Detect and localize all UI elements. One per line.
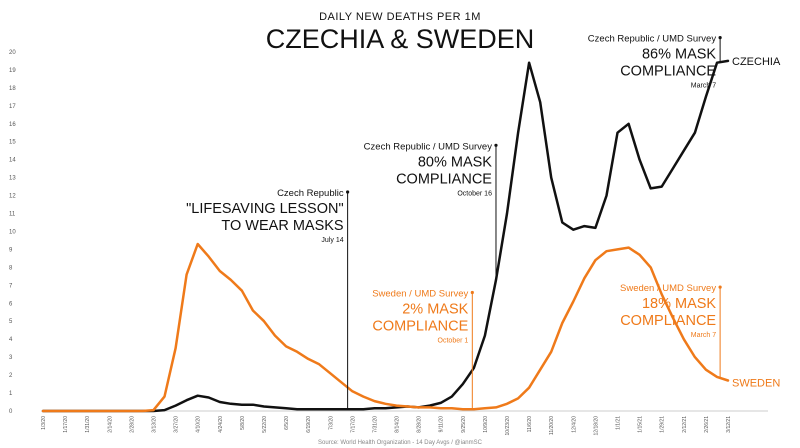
chart-subtitle: DAILY NEW DEATHS PER 1M	[319, 11, 481, 23]
annotation-line2-1: COMPLIANCE	[396, 171, 492, 187]
annotation-line2-2: COMPLIANCE	[372, 319, 468, 335]
y-tick-label: 18	[9, 86, 16, 92]
x-tick-label: 4/10/20	[196, 416, 202, 433]
y-tick-label: 17	[9, 104, 16, 110]
y-tick-label: 3	[9, 355, 13, 361]
x-tick-label: 5/22/20	[262, 416, 268, 433]
annotation-dot-3	[718, 35, 722, 40]
x-tick-label: 9/25/20	[461, 416, 467, 433]
end-label-sweden: SWEDEN	[732, 377, 780, 389]
y-tick-label: 11	[9, 212, 16, 218]
annotation-date-3: March 7	[691, 83, 716, 90]
x-tick-label: 11/6/20	[527, 416, 533, 433]
chart-title: CZECHIA & SWEDEN	[266, 24, 535, 54]
x-tick-label: 5/8/20	[240, 416, 246, 430]
annotation-line2-3: COMPLIANCE	[620, 64, 716, 80]
y-tick-label: 6	[9, 301, 13, 307]
annotation-heading-2: Sweden / UMD Survey	[372, 289, 468, 300]
annotation-date-0: July 14	[321, 237, 343, 244]
x-tick-label: 7/3/20	[328, 416, 334, 430]
y-tick-label: 10	[9, 229, 16, 235]
y-tick-label: 5	[9, 319, 13, 325]
x-tick-label: 1/29/21	[660, 416, 666, 433]
x-tick-label: 9/11/20	[439, 416, 445, 433]
y-tick-label: 9	[9, 247, 13, 253]
annotation-dot-4	[718, 285, 722, 289]
annotation-heading-3: Czech Republic / UMD Survey	[588, 34, 717, 45]
end-label-czechia: CZECHIA	[732, 56, 781, 68]
x-tick-label: 3/27/20	[174, 416, 180, 433]
annotation-line1-3: 86% MASK	[642, 47, 716, 63]
y-tick-label: 0	[9, 409, 13, 415]
x-tick-label: 3/12/21	[726, 416, 732, 433]
annotation-date-2: October 1	[438, 338, 469, 345]
annotation-dot-1	[494, 143, 498, 147]
y-tick-label: 14	[9, 158, 16, 164]
annotation-line1-1: 80% MASK	[418, 154, 492, 170]
y-tick-label: 16	[9, 122, 16, 128]
x-tick-label: 10/23/20	[505, 416, 511, 436]
annotations: Czech Republic "LIFESAVING LESSON"TO WEAR…	[186, 34, 722, 410]
y-tick-label: 8	[9, 265, 13, 271]
annotation-date-4: March 7	[691, 332, 716, 339]
annotation-heading-0: Czech Republic	[277, 188, 344, 199]
x-tick-label: 4/24/20	[218, 416, 224, 433]
annotation-date-1: October 16	[457, 190, 492, 197]
x-tick-label: 12/18/20	[593, 416, 599, 436]
series-layer: CZECHIA SWEDEN	[41, 56, 781, 413]
x-tick-label: 1/17/20	[63, 416, 69, 433]
annotation-heading-4: Sweden / UMD Survey	[620, 283, 716, 294]
y-tick-label: 1	[9, 391, 13, 397]
x-tick-label: 11/20/20	[549, 416, 555, 435]
annotation-line1-2: 2% MASK	[402, 302, 468, 318]
y-tick-label: 2	[9, 373, 13, 379]
x-tick-label: 1/1/21	[616, 416, 622, 430]
y-tick-label: 20	[9, 50, 16, 56]
x-tick-label: 1/3/20	[41, 416, 47, 430]
x-tick-label: 1/31/20	[85, 416, 91, 433]
x-tick-label: 8/28/20	[417, 416, 423, 433]
annotation-heading-1: Czech Republic / UMD Survey	[364, 141, 493, 152]
annotation-line1-0: "LIFESAVING LESSON"	[186, 201, 344, 217]
x-tick-label: 10/9/20	[483, 416, 489, 433]
annotation-line2-0: TO WEAR MASKS	[221, 218, 343, 234]
annotation-dot-2	[470, 290, 474, 295]
x-tick-label: 6/19/20	[306, 416, 312, 433]
x-tick-label: 2/14/20	[107, 416, 113, 433]
x-tick-label: 7/31/20	[372, 416, 378, 433]
x-tick-label: 7/17/20	[350, 416, 356, 433]
x-tick-label: 2/26/21	[704, 416, 710, 433]
y-tick-label: 4	[9, 337, 13, 343]
source-note: Source: World Health Organization - 14 D…	[318, 440, 483, 446]
x-tick-label: 12/4/20	[571, 416, 577, 433]
x-tick-label: 2/28/20	[129, 416, 135, 433]
y-tick-label: 7	[9, 283, 13, 289]
x-tick-label: 8/14/20	[395, 416, 401, 433]
x-tick-label: 6/5/20	[284, 416, 290, 430]
y-tick-label: 12	[9, 194, 16, 200]
y-tick-label: 13	[9, 176, 16, 182]
x-tick-label: 1/15/21	[638, 416, 644, 433]
annotation-line2-4: COMPLIANCE	[620, 313, 716, 329]
y-tick-label: 19	[9, 68, 16, 74]
y-tick-label: 15	[9, 140, 16, 146]
annotation-dot-0	[346, 190, 350, 194]
x-tick-label: 2/12/21	[682, 416, 688, 433]
annotation-line1-4: 18% MASK	[642, 296, 716, 312]
series-line-czechia	[41, 59, 730, 413]
series-line-sweden	[41, 242, 730, 413]
x-tick-label: 3/13/20	[151, 416, 157, 433]
